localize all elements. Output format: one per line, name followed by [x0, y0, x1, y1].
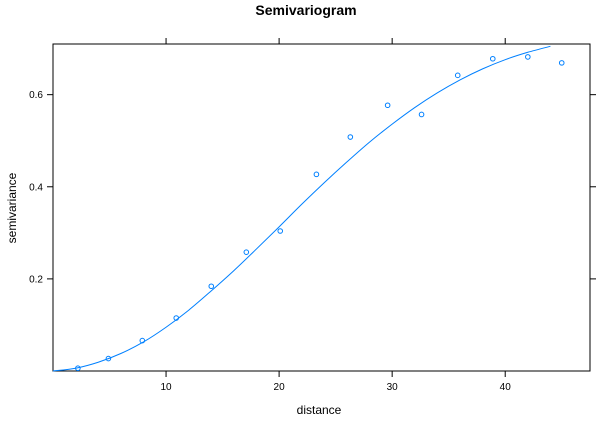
data-point: [208, 283, 215, 290]
x-tick-label: 30: [387, 382, 399, 393]
fitted-curve: [52, 45, 551, 372]
axis-tick-labels: 10 20 30 40 0.2 0.4 0.6: [29, 90, 511, 393]
data-point: [75, 365, 81, 372]
data-point: [277, 228, 284, 234]
fitted-curve-layer: [52, 45, 551, 372]
data-point: [105, 355, 112, 362]
data-point: [173, 315, 180, 321]
x-tick-label: 10: [160, 382, 172, 393]
data-point: [525, 54, 531, 60]
data-point: [313, 171, 320, 178]
y-tick-label: 0.4: [29, 182, 43, 193]
data-point: [558, 60, 565, 66]
x-tick-label: 40: [500, 382, 512, 393]
data-point: [418, 111, 425, 118]
y-tick-label: 0.6: [29, 90, 43, 101]
data-point: [489, 55, 496, 62]
x-axis-label: distance: [297, 403, 342, 417]
data-point: [139, 337, 146, 344]
axis-ticks: [47, 38, 596, 377]
chart-title: Semivariogram: [255, 2, 356, 18]
data-points-layer: [75, 54, 565, 372]
data-point: [384, 102, 391, 109]
plot-frame: [52, 43, 591, 372]
data-point: [347, 134, 354, 140]
data-point: [243, 249, 250, 255]
y-tick-label: 0.2: [29, 274, 43, 285]
y-axis-label: semivariance: [5, 172, 19, 243]
x-tick-label: 20: [274, 382, 286, 393]
data-point: [454, 72, 461, 79]
